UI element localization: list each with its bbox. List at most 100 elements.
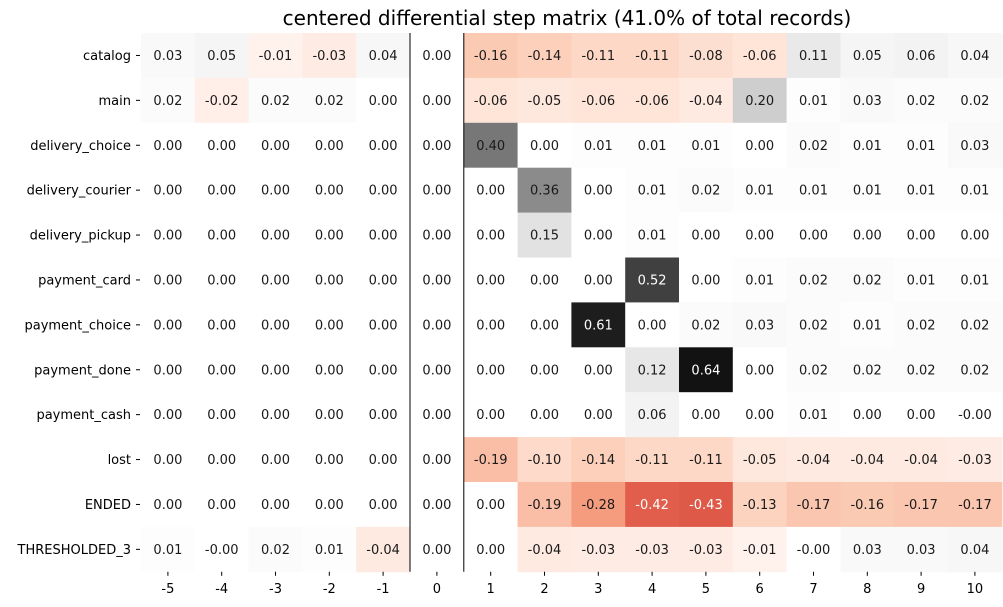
- heatmap-cell: [732, 212, 788, 258]
- cell-value-label: 0.00: [584, 408, 613, 423]
- heatmap-cell: [194, 167, 250, 214]
- cell-value-label: 0.00: [584, 184, 613, 199]
- heatmap-cell: [786, 392, 841, 438]
- cell-value-label: 0.00: [960, 229, 989, 244]
- x-tick-label: 7: [809, 582, 817, 597]
- cell-value-label: 0.00: [422, 139, 451, 154]
- heatmap-cell: [302, 437, 357, 483]
- heatmap-cell: [894, 122, 949, 169]
- cell-value-label: 0.00: [584, 229, 613, 244]
- heatmap-cell: [571, 302, 626, 348]
- cell-value-label: 0.04: [369, 49, 398, 64]
- heatmap-cell: [410, 437, 465, 483]
- cell-value-label: -0.05: [528, 94, 562, 109]
- heatmap-cell: [517, 122, 572, 169]
- heatmap-cell: [463, 257, 519, 303]
- cell-value-label: 0.00: [907, 408, 936, 423]
- cell-value-label: 0.00: [315, 139, 344, 154]
- heatmap-cell: [840, 167, 895, 214]
- cell-value-label: -0.04: [850, 453, 884, 468]
- cell-value-label: 0.00: [315, 318, 344, 333]
- heatmap-cell: [840, 122, 895, 169]
- heatmap-cell: [786, 167, 841, 214]
- x-tick-label: 3: [594, 582, 602, 597]
- cell-value-label: -0.19: [474, 453, 508, 468]
- cell-value-label: 0.01: [745, 184, 774, 199]
- heatmap-cell: [194, 122, 250, 169]
- cell-value-label: -0.04: [797, 453, 831, 468]
- heatmap-cell: [410, 347, 465, 393]
- heatmap-cell: [302, 167, 357, 214]
- heatmap-cell: [194, 212, 250, 258]
- heatmap-cell: [410, 257, 465, 303]
- cell-value-label: -0.00: [797, 543, 831, 558]
- heatmap-cell: [840, 392, 895, 438]
- heatmap-cell: [410, 526, 465, 573]
- cell-value-label: 0.00: [476, 543, 505, 558]
- heatmap-cell: [463, 526, 519, 573]
- heatmap-cell: [302, 347, 357, 393]
- heatmap-cell: [948, 212, 1003, 258]
- heatmap-cell: [302, 392, 357, 438]
- cell-value-label: 0.00: [369, 139, 398, 154]
- cell-value-label: 0.00: [745, 408, 774, 423]
- heatmap-cell: [141, 347, 196, 393]
- heatmap-cell: [571, 392, 626, 438]
- heatmap-cell: [894, 33, 949, 79]
- heatmap-cell: [625, 77, 680, 124]
- cell-value-label: 0.01: [853, 184, 882, 199]
- heatmap-cell: [786, 257, 841, 303]
- heatmap-cell: [840, 212, 895, 258]
- cell-value-label: -0.14: [528, 49, 562, 64]
- heatmap-cell: [786, 77, 841, 124]
- cell-value-label: 0.01: [638, 229, 667, 244]
- cell-value-label: -0.19: [528, 498, 562, 513]
- y-tick-label: THRESHOLDED_3: [17, 543, 131, 558]
- y-tick-label: delivery_pickup: [30, 229, 131, 244]
- heatmap-cell: [356, 257, 411, 303]
- cell-value-label: -0.28: [581, 498, 615, 513]
- heatmap-cell: [894, 347, 949, 393]
- heatmap-cell: [571, 167, 626, 214]
- heatmap-cell: [302, 122, 357, 169]
- cell-value-label: 0.00: [476, 408, 505, 423]
- cell-value-label: 0.01: [584, 139, 613, 154]
- heatmap-cell: [571, 257, 626, 303]
- heatmap-cell: [517, 167, 572, 214]
- cell-value-label: 0.01: [799, 408, 828, 423]
- heatmap-cell: [141, 33, 196, 79]
- cell-value-label: 0.00: [261, 453, 290, 468]
- cell-value-label: -0.06: [743, 49, 777, 64]
- heatmap-cell: [571, 77, 626, 124]
- heatmap-cell: [141, 77, 196, 124]
- heatmap-cell: [894, 212, 949, 258]
- cell-value-label: 0.00: [207, 363, 236, 378]
- cell-value-label: 0.00: [315, 498, 344, 513]
- heatmap-cell: [732, 526, 788, 573]
- x-tick-label: 10: [967, 582, 984, 597]
- cell-value-label: 0.03: [907, 543, 936, 558]
- heatmap-cell: [141, 257, 196, 303]
- heatmap-cell: [625, 33, 680, 79]
- heatmap-cell: [571, 437, 626, 483]
- heatmap-cell: [356, 167, 411, 214]
- x-tick-label: -2: [323, 582, 336, 597]
- cell-value-label: 0.00: [530, 139, 559, 154]
- x-tick-label: 6: [756, 582, 764, 597]
- cell-value-label: -0.01: [259, 49, 293, 64]
- cell-value-label: -0.05: [743, 453, 777, 468]
- cell-value-label: 0.00: [422, 94, 451, 109]
- x-tick-label: 9: [917, 582, 925, 597]
- heatmap-cell: [517, 77, 572, 124]
- cell-value-label: 0.01: [153, 543, 182, 558]
- cell-value-label: 0.20: [745, 94, 774, 109]
- cell-value-label: 0.00: [691, 408, 720, 423]
- cell-value-label: 0.00: [315, 273, 344, 288]
- cell-value-label: 0.01: [907, 273, 936, 288]
- cell-value-label: 0.02: [799, 139, 828, 154]
- heatmap-cell: [463, 33, 519, 79]
- heatmap-cell: [786, 437, 841, 483]
- cell-value-label: 0.00: [207, 453, 236, 468]
- heatmap-cell: [894, 77, 949, 124]
